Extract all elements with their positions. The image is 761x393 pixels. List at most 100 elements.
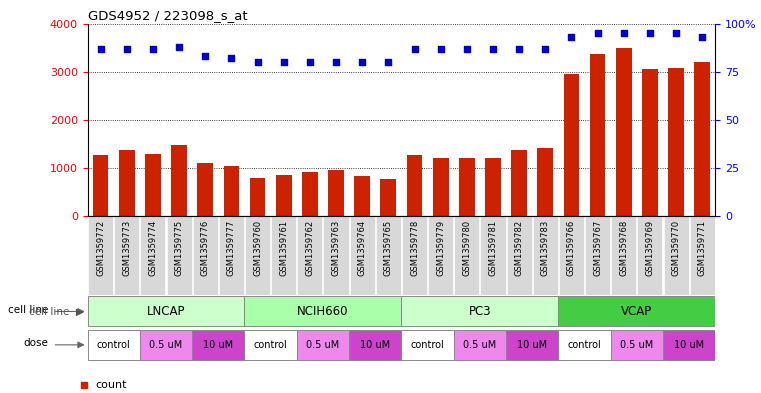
Text: cell line: cell line [8,305,48,315]
Bar [402,330,454,360]
Text: GSM1359774: GSM1359774 [148,220,158,276]
Point [121,46,133,52]
Text: GSM1359779: GSM1359779 [436,220,445,276]
Text: 10 uM: 10 uM [360,340,390,350]
Bar [88,330,140,360]
Text: NCIH660: NCIH660 [298,305,349,318]
Text: GSM1359773: GSM1359773 [123,220,131,276]
Text: GSM1359782: GSM1359782 [514,220,524,276]
Bar [93,154,108,216]
Bar [250,178,266,216]
Point [330,59,342,65]
Text: dose: dose [24,338,48,348]
Bar [559,216,584,295]
Bar [297,330,349,360]
Text: GSM1359761: GSM1359761 [279,220,288,276]
Bar [119,150,135,216]
Point [435,46,447,52]
Bar [376,216,401,295]
Text: control: control [97,340,131,350]
Point [513,46,525,52]
Bar [428,216,454,295]
Point [409,46,421,52]
Bar [114,216,139,295]
Bar [506,330,559,360]
Bar [244,330,297,360]
Bar [689,216,715,295]
Point [356,59,368,65]
Bar [406,155,422,216]
Point [565,34,578,40]
Text: GSM1359767: GSM1359767 [593,220,602,276]
Bar [402,296,559,327]
Text: count: count [95,380,126,390]
Bar [533,216,558,295]
Bar [610,330,663,360]
Text: PC3: PC3 [469,305,491,318]
Text: LNCAP: LNCAP [147,305,185,318]
Bar [355,176,370,216]
Bar [668,68,684,216]
Text: GSM1359769: GSM1359769 [645,220,654,276]
Bar [638,216,663,295]
Bar [642,69,658,216]
Bar [349,330,402,360]
Bar [480,216,505,295]
Text: control: control [411,340,444,350]
Bar [454,216,479,295]
Bar [486,158,501,216]
Bar [511,150,527,216]
Point [382,59,394,65]
Bar [88,296,244,327]
Bar [145,154,161,216]
Text: GSM1359765: GSM1359765 [384,220,393,276]
Point [304,59,316,65]
Text: 10 uM: 10 uM [203,340,234,350]
Text: control: control [568,340,601,350]
Text: 0.5 uM: 0.5 uM [307,340,339,350]
Bar [167,216,192,295]
Point [591,30,603,37]
Text: GSM1359760: GSM1359760 [253,220,262,276]
Text: GSM1359775: GSM1359775 [174,220,183,276]
Text: GSM1359781: GSM1359781 [489,220,498,276]
Bar [590,54,606,216]
Bar [140,216,165,295]
Bar [298,216,323,295]
Bar [585,216,610,295]
Bar [271,216,296,295]
Bar [454,330,506,360]
Bar [433,158,448,216]
Text: 10 uM: 10 uM [674,340,704,350]
Text: VCAP: VCAP [621,305,652,318]
Bar [244,296,402,327]
Text: GSM1359778: GSM1359778 [410,220,419,276]
Bar [224,166,239,216]
Text: GSM1359762: GSM1359762 [305,220,314,276]
Point [251,59,263,65]
Bar [349,216,374,295]
Bar [88,216,113,295]
Point [644,30,656,37]
Text: 10 uM: 10 uM [517,340,547,350]
Text: GSM1359766: GSM1359766 [567,220,576,276]
Bar [193,216,218,295]
Text: GSM1359777: GSM1359777 [227,220,236,276]
Bar [559,296,715,327]
Bar [537,148,553,216]
Point [618,30,630,37]
Point [199,53,212,59]
Point [173,44,185,50]
Point [278,59,290,65]
Text: GSM1359768: GSM1359768 [619,220,629,276]
Point [460,46,473,52]
Bar [219,216,244,295]
Text: GDS4952 / 223098_s_at: GDS4952 / 223098_s_at [88,9,247,22]
Bar [171,145,187,216]
Bar [328,171,344,216]
Text: control: control [253,340,288,350]
Bar [459,158,475,216]
Text: GSM1359771: GSM1359771 [698,220,707,276]
Bar [323,216,349,295]
Point [540,46,552,52]
